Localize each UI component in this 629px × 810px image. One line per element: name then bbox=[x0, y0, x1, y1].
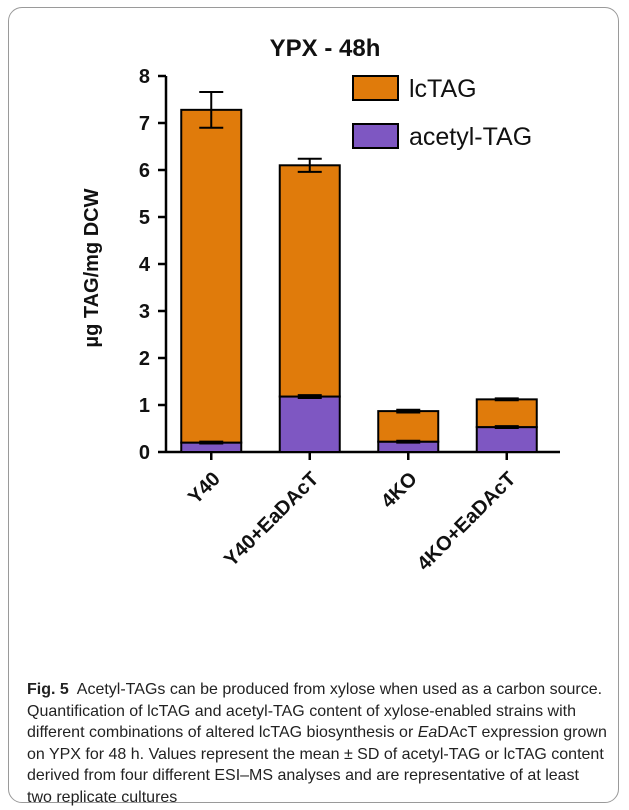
x-tick-label: 4KO+EaDAcT bbox=[413, 468, 520, 575]
bar-lctag bbox=[180, 108, 243, 444]
bar-lctag bbox=[475, 398, 538, 429]
y-tick-label: 6 bbox=[139, 160, 150, 182]
legend-label: acetyl-TAG bbox=[409, 123, 532, 151]
y-tick-label: 8 bbox=[139, 66, 150, 88]
bar-acetyl-tag bbox=[278, 395, 341, 454]
caption-italic: Ea bbox=[417, 724, 438, 741]
y-tick-label: 2 bbox=[139, 348, 150, 370]
caption-body-2: DAcT expression grown on YPX for 48 h. V… bbox=[27, 724, 607, 806]
x-tick-label: 4KO bbox=[377, 468, 422, 513]
y-tick-label: 3 bbox=[139, 301, 150, 323]
caption-label: Fig. 5 bbox=[27, 681, 69, 698]
y-tick-label: 4 bbox=[139, 254, 151, 276]
legend-swatch bbox=[352, 75, 399, 101]
chart-title: YPX - 48h bbox=[270, 35, 381, 62]
y-axis-label: µg TAG/mg DCW bbox=[81, 188, 103, 347]
caption-title: Acetyl-TAGs can be produced from xylose … bbox=[76, 681, 603, 698]
y-tick-label: 0 bbox=[139, 442, 150, 464]
x-tick-label: Y40 bbox=[184, 468, 225, 509]
x-tick-label: Y40+EaDAcT bbox=[220, 468, 323, 571]
bar-lctag bbox=[278, 164, 341, 398]
caption-body-1: Quantification of lcTAG and acetyl-TAG c… bbox=[27, 702, 576, 742]
bar-lctag bbox=[377, 410, 440, 443]
bar-acetyl-tag bbox=[475, 426, 538, 453]
figure-caption: Fig. 5 Acetyl-TAGs can be produced from x… bbox=[27, 679, 607, 808]
legend-label: lcTAG bbox=[409, 75, 477, 103]
y-tick-label: 1 bbox=[139, 395, 150, 417]
legend-swatch bbox=[352, 123, 399, 149]
y-tick-label: 7 bbox=[139, 113, 150, 135]
y-tick-label: 5 bbox=[139, 207, 150, 229]
